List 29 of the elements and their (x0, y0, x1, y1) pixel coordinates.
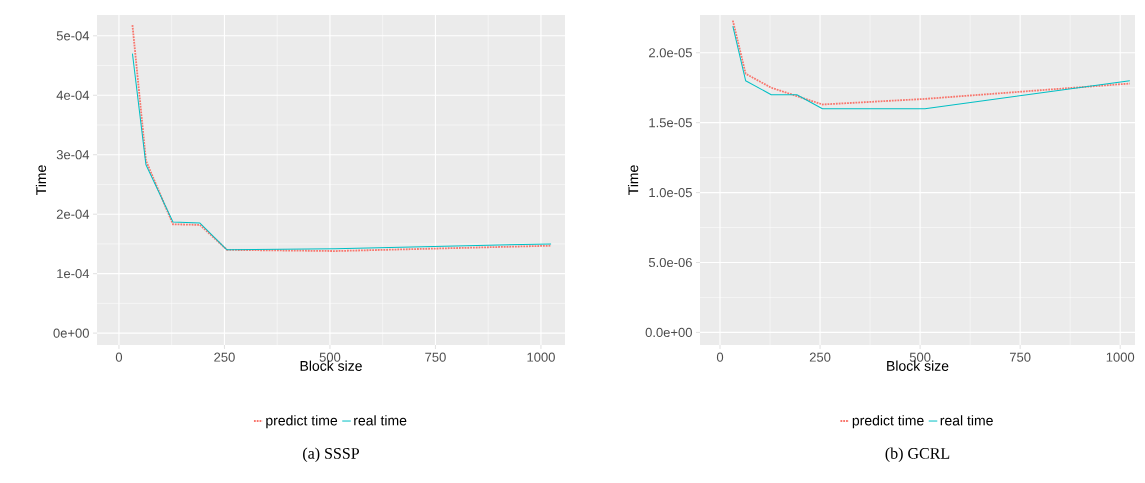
x-tick-label: 0 (716, 352, 724, 362)
legend-label: predict time (266, 415, 338, 429)
x-tick-label: 250 (809, 352, 831, 362)
y-axis-title: Time (627, 165, 639, 195)
x-tick-label: 1000 (527, 352, 555, 362)
x-tick-label: 0 (115, 352, 123, 362)
y-tick-label: 3e-04 (56, 150, 90, 160)
legend-label: real time (940, 415, 993, 426)
x-tick-label: 750 (1009, 352, 1031, 362)
x-tick-label: 1000 (1106, 352, 1135, 362)
y-axis-title: Time (35, 165, 47, 195)
y-tick-label: 2.0e-05 (649, 48, 692, 58)
legend-label: predict time (852, 415, 924, 429)
legend-label: real time (354, 415, 407, 426)
x-tick-label: 250 (214, 352, 235, 362)
y-tick-label: 5e-04 (56, 31, 90, 41)
text: (b) GCRL (885, 447, 950, 463)
x-tick-label: 750 (425, 352, 446, 362)
y-tick-label: 5.0e-06 (648, 257, 692, 268)
y-tick-label: 0e+00 (53, 328, 89, 338)
y-tick-label: 4e-04 (56, 90, 90, 100)
x-tick-label: 500 (909, 352, 931, 362)
y-tick-label: 1.0e-05 (649, 187, 692, 198)
x-tick-label: 500 (319, 352, 341, 362)
y-tick-label: 1.5e-05 (649, 118, 692, 128)
y-tick-label: 0.0e+00 (645, 327, 692, 338)
y-tick-label: 2e-04 (56, 209, 90, 219)
text: (a) SSSP (303, 447, 360, 463)
y-tick-label: 1e-04 (57, 269, 90, 279)
